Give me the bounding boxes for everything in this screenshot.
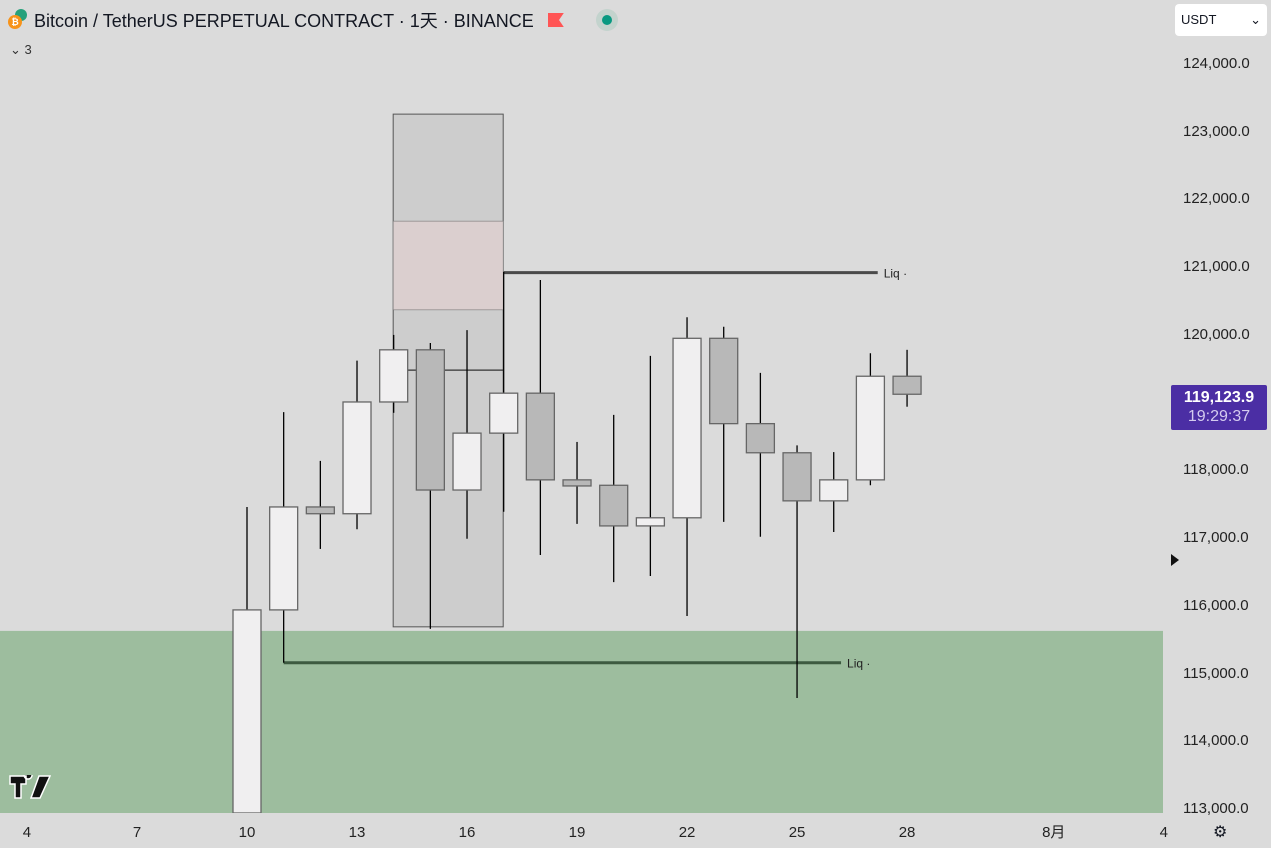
indicators-toggle[interactable]: ⌄ 3 — [10, 42, 32, 58]
price-tick-label: 117,000.0 — [1183, 529, 1249, 547]
time-tick-label: 8月 — [1042, 824, 1066, 841]
bar-countdown: 19:29:37 — [1187, 408, 1251, 425]
indicators-count: 3 — [24, 42, 32, 57]
scroll-to-latest-arrow-icon[interactable] — [1171, 554, 1179, 566]
liq-label: Liq · — [884, 267, 907, 281]
bearish-candle — [782, 452, 812, 502]
bearish-candle — [525, 392, 556, 481]
bullish-candle — [232, 609, 262, 813]
price-tick-label: 114,000.0 — [1183, 732, 1249, 750]
price-tick-label: 124,000.0 — [1183, 55, 1250, 72]
price-tick-label: 120,000.0 — [1183, 325, 1250, 343]
time-tick-label: 10 — [238, 824, 256, 841]
tradingview-logo[interactable] — [9, 770, 52, 804]
market-status-icon[interactable] — [595, 9, 618, 31]
bullish-candle — [489, 392, 519, 434]
price-tick-label: 116,000.0 — [1183, 596, 1249, 614]
bearish-candle — [892, 375, 922, 395]
time-tick-label: 4 — [1159, 824, 1168, 841]
price-tick-label: 123,000.0 — [1183, 122, 1250, 140]
bullish-candle — [819, 479, 849, 502]
settings-gear-icon[interactable]: ⚙ — [1213, 824, 1228, 841]
time-tick-label: 22 — [678, 824, 696, 841]
price-tick-label: 121,000.0 — [1183, 258, 1250, 276]
bullish-candle — [855, 375, 886, 481]
last-price-label: 119,123.9 19:29:37 — [1171, 385, 1267, 430]
time-tick-label: 13 — [348, 824, 366, 841]
chevron-down-icon: ⌄ — [1250, 12, 1261, 27]
symbol-header: ₿ Bitcoin / TetherUS PERPETUAL CONTRACT … — [8, 7, 618, 33]
bearish-candle — [305, 506, 335, 515]
price-tick-label: 118,000.0 — [1183, 461, 1249, 479]
bearish-candle — [415, 349, 446, 491]
candlestick-chart[interactable]: Liq · Liq · — [0, 0, 1163, 813]
last-price: 119,123.9 — [1183, 389, 1255, 406]
liq-label: Liq · — [847, 657, 870, 671]
bearish-candle — [709, 337, 739, 425]
time-tick-label: 16 — [458, 824, 476, 841]
bearish-candle — [599, 484, 629, 527]
bearish-candle — [562, 479, 592, 487]
bearish-candle — [745, 422, 776, 454]
bullish-candle — [672, 337, 702, 519]
price-tick-label: 122,000.0 — [1183, 190, 1250, 208]
time-tick-label: 7 — [132, 824, 142, 841]
green-demand-zone — [0, 630, 1163, 813]
currency-select[interactable]: USDT ⌄ — [1175, 4, 1267, 36]
flag-icon[interactable] — [547, 13, 564, 27]
time-tick-label: 28 — [898, 824, 916, 841]
bullish-candle — [269, 506, 299, 611]
bullish-candle — [635, 517, 666, 527]
bullish-candle — [452, 432, 482, 491]
time-tick-label: 25 — [788, 824, 806, 841]
bitcoin-tether-icon: ₿ — [8, 9, 30, 31]
bullish-candle — [379, 349, 409, 403]
time-tick-label: 4 — [22, 824, 32, 841]
symbol-title[interactable]: Bitcoin / TetherUS PERPETUAL CONTRACT · … — [34, 11, 534, 31]
currency-value: USDT — [1181, 12, 1217, 27]
bullish-candle — [342, 401, 372, 515]
chevron-down-icon: ⌄ — [10, 42, 21, 57]
price-tick-label: 113,000.0 — [1183, 800, 1249, 818]
pink-band — [392, 220, 504, 311]
chart-plot-area[interactable]: Liq · Liq · — [0, 0, 1163, 813]
price-tick-label: 115,000.0 — [1183, 664, 1249, 682]
time-tick-label: 19 — [568, 824, 586, 841]
